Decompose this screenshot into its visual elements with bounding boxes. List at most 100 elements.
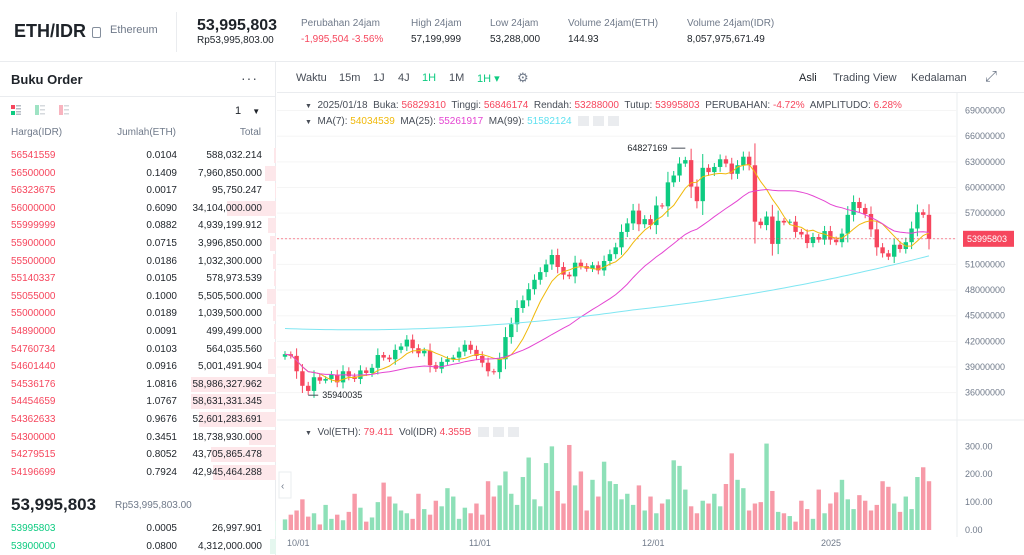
order-amount: 0.0104 <box>146 150 177 161</box>
order-row[interactable]: 55140337 0.0105 578,973.539 <box>0 270 276 287</box>
hide-indicator-icon[interactable] <box>578 116 590 127</box>
order-row[interactable]: 54300000 0.3451 18,738,930.000 <box>0 429 276 446</box>
volume-bar <box>613 484 618 530</box>
vol-idr-label: Vol(IDR) <box>399 427 437 438</box>
chart-settings-icon[interactable]: ⚙ <box>517 70 529 85</box>
order-row[interactable]: 53900000 0.0800 4,312,000.000 <box>0 538 276 555</box>
candle-body <box>665 182 671 207</box>
volume-bar <box>758 502 763 530</box>
order-row[interactable]: 56500000 0.1409 7,960,850.000 <box>0 165 276 182</box>
candle-body <box>532 279 537 290</box>
order-amount: 0.1000 <box>146 290 177 302</box>
both-sides-view-icon[interactable] <box>11 105 21 115</box>
volume-bar <box>474 503 479 530</box>
volume-bar <box>369 517 375 530</box>
close-indicator-icon[interactable] <box>608 116 620 127</box>
volume-bar <box>735 479 740 530</box>
order-price: 54890000 <box>11 326 56 337</box>
candlestick-chart[interactable]: 69000000 66000000 63000000 60000000 57000000… <box>277 62 1024 555</box>
order-row[interactable]: 55500000 0.0186 1,032,300.000 <box>0 253 276 270</box>
mid-price-idr: Rp53,995,803.00 <box>115 500 192 511</box>
order-row[interactable]: 54454659 1.0767 58,631,331.345 <box>0 393 276 410</box>
candle-body <box>311 377 317 391</box>
volume-bar <box>781 513 787 530</box>
scroll-left-button[interactable] <box>278 471 292 499</box>
order-row[interactable]: 55055000 0.1000 5,505,500.000 <box>0 288 276 305</box>
order-price: 54454659 <box>11 396 56 408</box>
order-row[interactable]: 54279515 0.8052 43,705,865.478 <box>0 446 276 463</box>
settings-volume-icon[interactable] <box>493 427 505 438</box>
order-row[interactable]: 54362633 0.9676 52,601,283.691 <box>0 411 276 428</box>
order-price: 56000000 <box>11 202 56 214</box>
volume-bar <box>491 496 497 530</box>
interval-tab[interactable]: 15m <box>339 72 361 84</box>
candle-body <box>706 167 711 173</box>
chart-view-tab[interactable]: Asli <box>799 72 817 84</box>
volume-bar <box>845 499 850 530</box>
settings-indicator-icon[interactable] <box>593 116 605 127</box>
col-amount-header: Jumlah(ETH) <box>117 127 176 138</box>
y-tick-label: 36000000 <box>965 388 1005 398</box>
candle-body <box>422 350 427 354</box>
asks-only-view-icon[interactable] <box>59 105 69 115</box>
order-row[interactable]: 54890000 0.0091 499,499.000 <box>0 323 276 340</box>
candle-body <box>642 219 647 225</box>
collapse-icon[interactable]: ▼ <box>305 430 312 437</box>
order-row[interactable]: 54536176 1.0816 58,986,327.962 <box>0 376 276 393</box>
order-price: 53995803 <box>11 523 56 534</box>
candle-body <box>404 339 410 347</box>
volume-bar <box>775 511 781 530</box>
volume-bar <box>578 471 584 530</box>
volume-bar <box>549 446 555 530</box>
hide-volume-icon[interactable] <box>478 427 490 438</box>
order-price: 55999999 <box>11 220 56 232</box>
volume-bar <box>903 496 908 530</box>
order-amount: 0.3451 <box>146 431 177 443</box>
order-row[interactable]: 54760734 0.0103 564,035.560 <box>0 341 276 358</box>
candle-body <box>590 265 595 269</box>
depth-bar <box>267 288 276 304</box>
order-total: 4,939,199.912 <box>198 220 262 232</box>
volume-bar <box>317 524 323 530</box>
order-row[interactable]: 56541559 0.0104 588,032.214 <box>0 147 276 164</box>
order-row[interactable]: 54601440 0.0916 5,001,491.904 <box>0 358 276 375</box>
candle-body <box>364 370 369 373</box>
order-row[interactable]: 55000000 0.0189 1,039,500.000 <box>0 305 276 322</box>
interval-tab[interactable]: 1J <box>373 72 385 84</box>
interval-tab[interactable]: 1M <box>449 72 465 84</box>
collapse-icon[interactable]: ▼ <box>305 119 312 126</box>
bids-only-view-icon[interactable] <box>35 105 45 115</box>
fullscreen-icon[interactable]: ⤢ <box>985 68 998 85</box>
order-row[interactable]: 53995803 0.0005 26,997.901 <box>0 520 276 537</box>
order-amount: 0.0017 <box>146 185 177 197</box>
candle-body <box>578 262 584 267</box>
precision-select[interactable]: 1 ▼ <box>235 105 260 117</box>
interval-tab[interactable]: 1H ▾ <box>477 73 500 85</box>
order-amount: 0.0186 <box>146 255 177 267</box>
volume-bar <box>897 511 903 530</box>
more-options-icon[interactable]: ··· <box>241 70 258 86</box>
candle-body <box>445 359 450 362</box>
order-row[interactable]: 54196699 0.7924 42,945,464.288 <box>0 464 276 481</box>
order-amount: 0.1409 <box>146 167 177 179</box>
pair-title[interactable]: ETH/IDR <box>14 21 86 41</box>
coin-name[interactable]: Ethereum <box>110 24 158 36</box>
chart-view-tab[interactable]: Trading View <box>833 72 897 84</box>
interval-tab[interactable]: 1H <box>422 72 437 84</box>
collapse-icon[interactable]: ▼ <box>305 103 312 110</box>
candle-body <box>688 160 694 187</box>
candle-body <box>329 374 334 379</box>
header-divider <box>176 12 177 52</box>
interval-tab[interactable]: 4J <box>398 72 410 84</box>
order-row[interactable]: 56323675 0.0017 95,750.247 <box>0 182 276 199</box>
volume-bar <box>636 485 642 530</box>
order-row[interactable]: 55999999 0.0882 4,939,199.912 <box>0 217 276 234</box>
chart-view-tab[interactable]: Kedalaman <box>911 72 967 84</box>
order-row[interactable]: 56000000 0.6090 34,104,000.000 <box>0 200 276 217</box>
coin-info-icon[interactable] <box>92 27 101 38</box>
y-tick-label: 45000000 <box>965 311 1005 321</box>
volume-bar <box>706 503 711 530</box>
close-volume-icon[interactable] <box>508 427 520 438</box>
interval-tab[interactable]: Waktu <box>296 72 327 84</box>
order-row[interactable]: 55900000 0.0715 3,996,850.000 <box>0 235 276 252</box>
